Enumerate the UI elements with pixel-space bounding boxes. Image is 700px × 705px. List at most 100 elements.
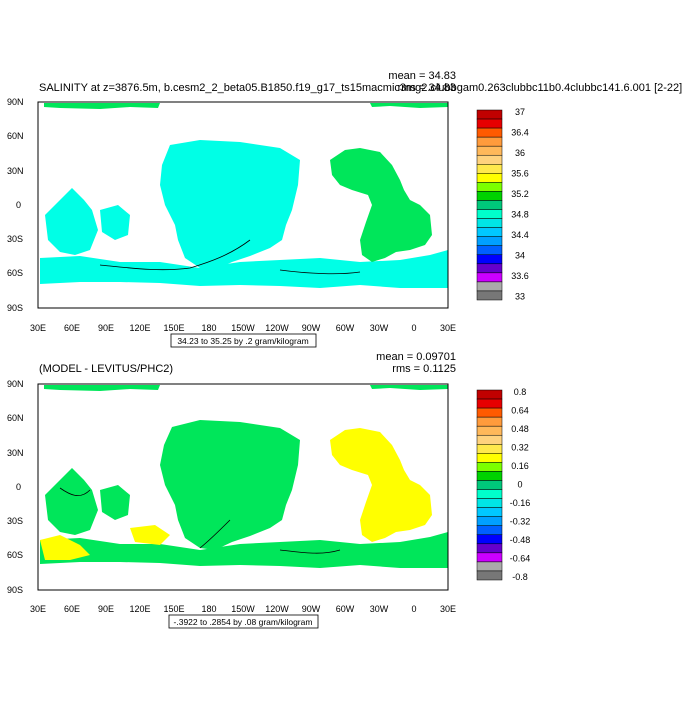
- panel1-pacific: [160, 140, 300, 270]
- panel1-lon-90e: 90E: [98, 323, 114, 333]
- colorbar-swatch: [476, 434, 503, 445]
- panel2-map: [37, 383, 449, 591]
- panel1-indian: [45, 188, 130, 255]
- colorbar-swatch: [476, 425, 503, 436]
- colorbar-label: 35.2: [511, 189, 529, 199]
- panel2-lat-60s: 60S: [7, 550, 23, 560]
- panel2-lat-axis: 90N 60N 30N 0 30S 60S 90S: [7, 379, 24, 595]
- panel2-lon-120e: 120E: [129, 604, 150, 614]
- panel1-lon-60w: 60W: [336, 323, 355, 333]
- colorbar-swatch: [476, 480, 503, 490]
- colorbar-swatch: [476, 227, 503, 237]
- panel2-lat-90n: 90N: [7, 379, 24, 389]
- panel2-lon-axis: 30E 60E 90E 120E 150E 180 150W 120W 90W …: [30, 604, 456, 614]
- colorbar-label: 0.8: [514, 387, 527, 397]
- colorbar-label: 33.6: [511, 271, 529, 281]
- panel1-lon-150w: 150W: [231, 323, 255, 333]
- panel2-arctic: [44, 385, 448, 391]
- panel2-yellow-indian: [40, 525, 170, 560]
- colorbar-label: -0.32: [510, 517, 531, 527]
- panel1-arctic: [44, 103, 448, 109]
- panel1-lon-120w: 120W: [265, 323, 289, 333]
- colorbar-label: 34.8: [511, 210, 529, 220]
- colorbar-label: 0: [517, 480, 522, 490]
- colorbar-swatch: [476, 281, 503, 292]
- panel2-lon-120w: 120W: [265, 604, 289, 614]
- panel2-lon-60w: 60W: [336, 604, 355, 614]
- panel1-lon-30w: 30W: [370, 323, 389, 333]
- colorbar-swatch: [476, 498, 503, 508]
- panel2-lat-30s: 30S: [7, 516, 23, 526]
- panel2-southern: [40, 532, 448, 568]
- colorbar-swatch: [476, 398, 503, 409]
- colorbar-swatch: [476, 127, 503, 138]
- colorbar-swatch: [476, 136, 503, 147]
- panel1-lat-axis: 90N 60N 30N 0 30S 60S 90S: [7, 97, 24, 313]
- colorbar-swatch: [476, 534, 503, 545]
- colorbar-swatch: [476, 263, 503, 274]
- panel2-lon-30w: 30W: [370, 604, 389, 614]
- colorbar-swatch: [476, 516, 503, 526]
- panel1-colorbar: [476, 109, 503, 301]
- colorbar-swatch: [476, 272, 503, 283]
- colorbar-swatch: [476, 407, 503, 418]
- panel2-lon-0: 0: [411, 604, 416, 614]
- colorbar-label: 0.64: [511, 406, 529, 416]
- colorbar-swatch: [476, 109, 503, 120]
- colorbar-swatch: [476, 561, 503, 572]
- panel2-lat-30n: 30N: [7, 448, 24, 458]
- colorbar-swatch: [476, 154, 503, 165]
- colorbar-label: 37: [515, 107, 525, 117]
- panel2-frame: [37, 383, 449, 591]
- panel1-lon-90w: 90W: [302, 323, 321, 333]
- colorbar-swatch: [476, 416, 503, 427]
- colorbar-label: -0.8: [512, 572, 528, 582]
- panel1-lon-30e-end: 30E: [440, 323, 456, 333]
- panel1-rms: rms = 34.83: [398, 82, 456, 94]
- colorbar-swatch: [476, 290, 503, 301]
- colorbar-swatch: [476, 209, 503, 219]
- colorbar-swatch: [476, 507, 503, 517]
- panel1-lat-30s: 30S: [7, 234, 23, 244]
- colorbar-swatch: [476, 218, 503, 228]
- colorbar-swatch: [476, 164, 503, 174]
- panel1-contour: [99, 239, 361, 275]
- panel1-lat-30n: 30N: [7, 166, 24, 176]
- panel1-contour-info: 34.23 to 35.25 by .2 gram/kilogram: [177, 336, 308, 346]
- panel1-lat-90s: 90S: [7, 303, 23, 313]
- panel1-lon-30e: 30E: [30, 323, 46, 333]
- panel1-frame: [37, 101, 449, 309]
- colorbar-swatch: [476, 552, 503, 563]
- colorbar-swatch: [476, 570, 503, 581]
- colorbar-label: -0.16: [510, 498, 531, 508]
- colorbar-swatch: [476, 462, 503, 472]
- colorbar-swatch: [476, 543, 503, 554]
- panel2-lon-60e: 60E: [64, 604, 80, 614]
- colorbar-swatch: [476, 471, 503, 481]
- panel2-lon-90w: 90W: [302, 604, 321, 614]
- colorbar-label: 0.48: [511, 424, 529, 434]
- panel2-title: (MODEL - LEVITUS/PHC2): [39, 363, 173, 375]
- colorbar-swatch: [476, 236, 503, 246]
- colorbar-swatch: [476, 245, 503, 256]
- colorbar-label: 36: [515, 148, 525, 158]
- panel1-lon-0: 0: [411, 323, 416, 333]
- panel2-contour-info: -.3922 to .2854 by .08 gram/kilogram: [174, 617, 313, 627]
- colorbar-swatch: [476, 489, 503, 499]
- colorbar-label: 0.32: [511, 443, 529, 453]
- panel2-colorbar-labels: 0.8 0.64 0.48 0.32 0.16 0 -0.16 -0.32 -0.48 -0.64…: [510, 387, 531, 582]
- panel2-lon-90e: 90E: [98, 604, 114, 614]
- colorbar-label: 36.4: [511, 128, 529, 138]
- panel2-rms: rms = 0.1125: [392, 363, 456, 375]
- panel2-lon-150e: 150E: [163, 604, 184, 614]
- colorbar-label: 35.6: [511, 169, 529, 179]
- panel1-atlantic: [330, 148, 432, 262]
- colorbar-label: 34: [515, 251, 525, 261]
- panel1-lon-150e: 150E: [163, 323, 184, 333]
- colorbar-swatch: [476, 453, 503, 463]
- panel2-mean: mean = 0.09701: [376, 351, 456, 363]
- panel1-southern: [40, 250, 448, 288]
- colorbar-label: -0.64: [510, 554, 531, 564]
- panel1-info-box: [170, 333, 317, 348]
